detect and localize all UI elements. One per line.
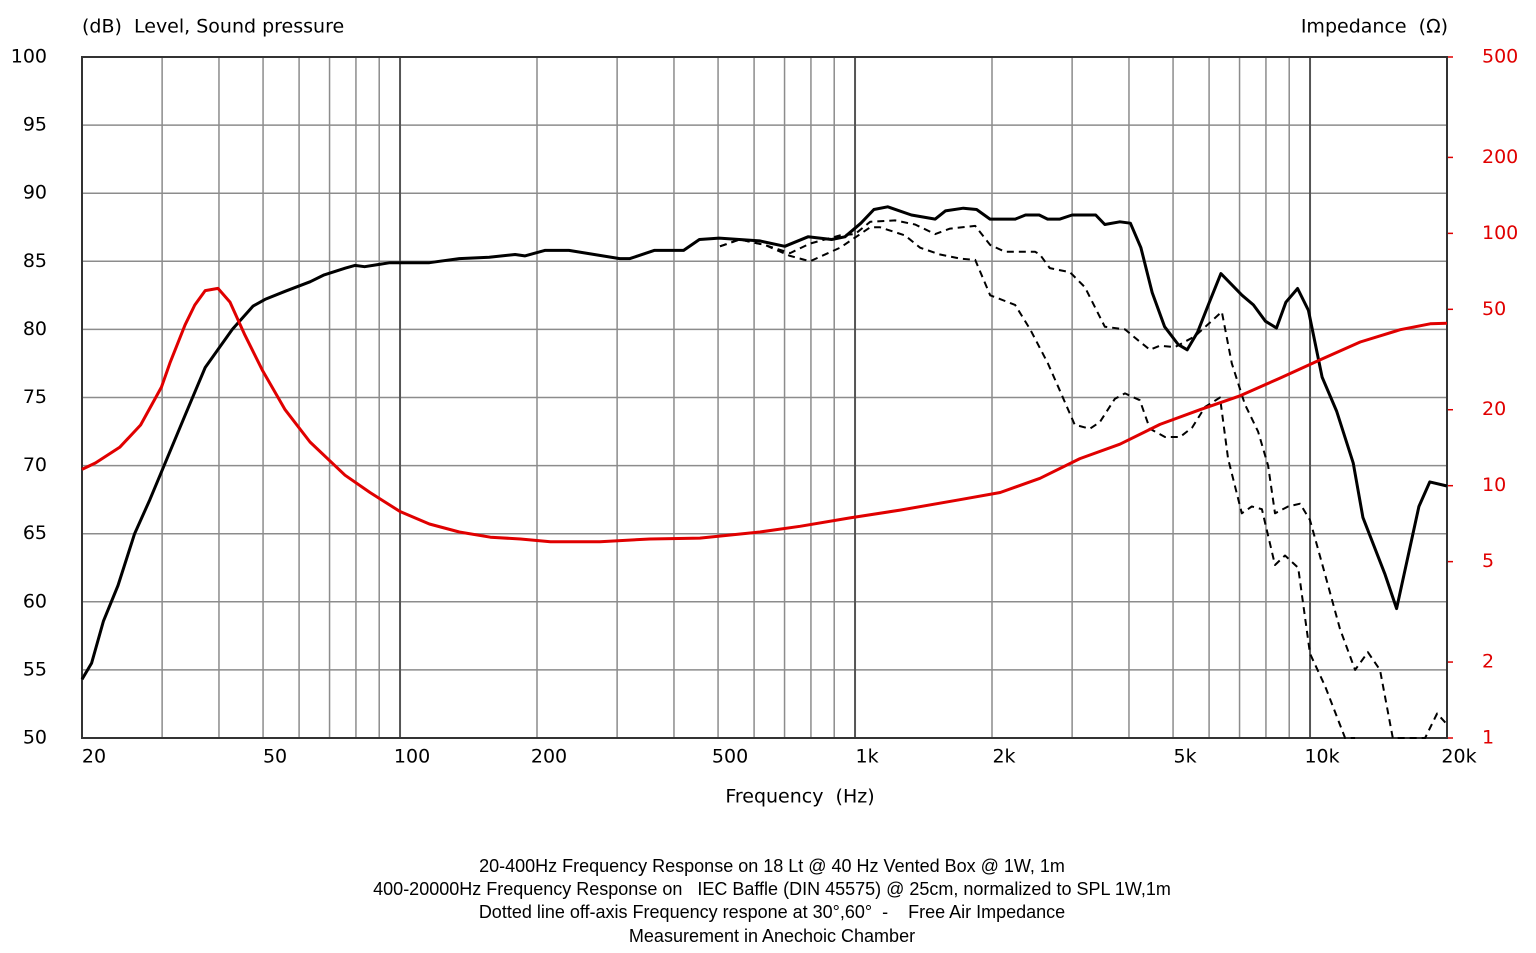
x-tick-label: 1k [855, 746, 878, 768]
y-tick-label: 60 [23, 590, 47, 612]
note: 400-20000Hz Frequency Response on IEC Ba… [373, 879, 1171, 899]
y-tick-label: 85 [23, 250, 47, 272]
series-line [80, 205, 1448, 681]
y-tick-label: 50 [23, 727, 47, 749]
x-tick-label: 500 [712, 746, 748, 768]
note: Measurement in Anechoic Chamber [629, 926, 915, 946]
y2-tick-label: 100 [1482, 222, 1518, 244]
series-line [81, 286, 1448, 544]
chart-title: (dB) Level, Sound pressure [82, 16, 344, 38]
y-tick-label: 70 [23, 454, 47, 476]
y-tick-label: 90 [23, 182, 47, 204]
note: Dotted line off-axis Frequency respone a… [479, 902, 1065, 922]
x-tick-label: 20k [1441, 746, 1476, 768]
y2-tick-label: 1 [1482, 727, 1494, 749]
series-line [719, 226, 1356, 739]
y-tick-label: 55 [23, 658, 47, 680]
y2-tick-label: 200 [1482, 146, 1518, 168]
y2-tick-label: 2 [1482, 651, 1494, 673]
x-tick-label: 5k [1174, 746, 1197, 768]
x-axis-label: Frequency (Hz) [725, 786, 874, 808]
x-tick-label: 50 [263, 746, 287, 768]
y2-tick-label: 20 [1482, 398, 1506, 420]
note: 20-400Hz Frequency Response on 18 Lt @ 4… [479, 856, 1065, 876]
y2-tick-label: 5 [1482, 550, 1494, 572]
y2-title: Impedance (Ω) [1301, 16, 1448, 38]
y2-tick-label: 500 [1482, 46, 1518, 68]
y-tick-label: 75 [23, 386, 47, 408]
y2-tick-label: 10 [1482, 474, 1506, 496]
x-tick-label: 200 [531, 746, 567, 768]
x-tick-label: 2k [992, 746, 1015, 768]
x-tick-label: 10k [1304, 746, 1339, 768]
series-line [719, 219, 1448, 739]
plot-frame [81, 56, 1448, 739]
y-tick-label: 65 [23, 522, 47, 544]
y-tick-label: 100 [11, 46, 47, 68]
y-tick-label: 95 [23, 114, 47, 136]
y2-tick-label: 50 [1482, 298, 1506, 320]
y-tick-label: 80 [23, 318, 47, 340]
x-tick-label: 100 [394, 746, 430, 768]
x-tick-label: 20 [82, 746, 106, 768]
